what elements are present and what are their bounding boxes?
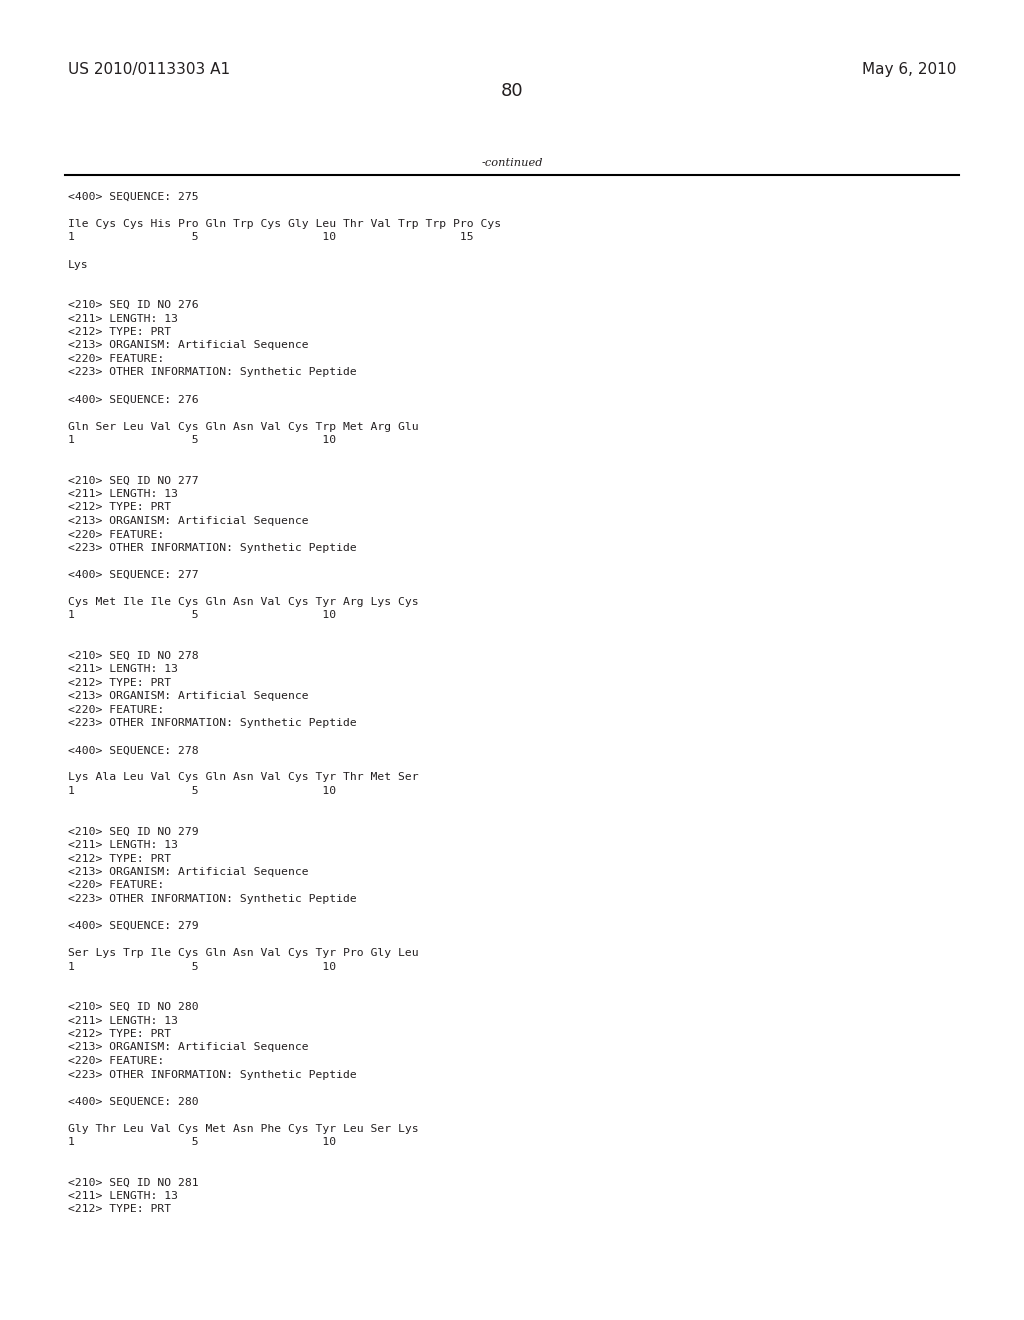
- Text: <212> TYPE: PRT: <212> TYPE: PRT: [68, 1030, 171, 1039]
- Text: <211> LENGTH: 13: <211> LENGTH: 13: [68, 488, 178, 499]
- Text: <213> ORGANISM: Artificial Sequence: <213> ORGANISM: Artificial Sequence: [68, 867, 308, 876]
- Text: 1                 5                  10: 1 5 10: [68, 610, 336, 620]
- Text: <213> ORGANISM: Artificial Sequence: <213> ORGANISM: Artificial Sequence: [68, 516, 308, 525]
- Text: Ser Lys Trp Ile Cys Gln Asn Val Cys Tyr Pro Gly Leu: Ser Lys Trp Ile Cys Gln Asn Val Cys Tyr …: [68, 948, 419, 958]
- Text: <212> TYPE: PRT: <212> TYPE: PRT: [68, 503, 171, 512]
- Text: <210> SEQ ID NO 277: <210> SEQ ID NO 277: [68, 475, 199, 486]
- Text: <210> SEQ ID NO 280: <210> SEQ ID NO 280: [68, 1002, 199, 1012]
- Text: <210> SEQ ID NO 281: <210> SEQ ID NO 281: [68, 1177, 199, 1188]
- Text: <211> LENGTH: 13: <211> LENGTH: 13: [68, 1191, 178, 1201]
- Text: -continued: -continued: [481, 158, 543, 168]
- Text: <400> SEQUENCE: 278: <400> SEQUENCE: 278: [68, 746, 199, 755]
- Text: US 2010/0113303 A1: US 2010/0113303 A1: [68, 62, 230, 77]
- Text: <210> SEQ ID NO 279: <210> SEQ ID NO 279: [68, 826, 199, 837]
- Text: <213> ORGANISM: Artificial Sequence: <213> ORGANISM: Artificial Sequence: [68, 341, 308, 351]
- Text: <212> TYPE: PRT: <212> TYPE: PRT: [68, 854, 171, 863]
- Text: 1                 5                  10: 1 5 10: [68, 785, 336, 796]
- Text: <400> SEQUENCE: 280: <400> SEQUENCE: 280: [68, 1097, 199, 1106]
- Text: Ile Cys Cys His Pro Gln Trp Cys Gly Leu Thr Val Trp Trp Pro Cys: Ile Cys Cys His Pro Gln Trp Cys Gly Leu …: [68, 219, 501, 228]
- Text: Gln Ser Leu Val Cys Gln Asn Val Cys Trp Met Arg Glu: Gln Ser Leu Val Cys Gln Asn Val Cys Trp …: [68, 421, 419, 432]
- Text: <220> FEATURE:: <220> FEATURE:: [68, 354, 164, 364]
- Text: 1                 5                  10: 1 5 10: [68, 1137, 336, 1147]
- Text: <223> OTHER INFORMATION: Synthetic Peptide: <223> OTHER INFORMATION: Synthetic Pepti…: [68, 718, 356, 729]
- Text: <223> OTHER INFORMATION: Synthetic Peptide: <223> OTHER INFORMATION: Synthetic Pepti…: [68, 1069, 356, 1080]
- Text: <212> TYPE: PRT: <212> TYPE: PRT: [68, 678, 171, 688]
- Text: 1                 5                  10: 1 5 10: [68, 961, 336, 972]
- Text: Lys Ala Leu Val Cys Gln Asn Val Cys Tyr Thr Met Ser: Lys Ala Leu Val Cys Gln Asn Val Cys Tyr …: [68, 772, 419, 783]
- Text: 1                 5                  10                  15: 1 5 10 15: [68, 232, 474, 243]
- Text: Cys Met Ile Ile Cys Gln Asn Val Cys Tyr Arg Lys Cys: Cys Met Ile Ile Cys Gln Asn Val Cys Tyr …: [68, 597, 419, 607]
- Text: <212> TYPE: PRT: <212> TYPE: PRT: [68, 327, 171, 337]
- Text: <211> LENGTH: 13: <211> LENGTH: 13: [68, 840, 178, 850]
- Text: <210> SEQ ID NO 276: <210> SEQ ID NO 276: [68, 300, 199, 310]
- Text: <220> FEATURE:: <220> FEATURE:: [68, 880, 164, 891]
- Text: <400> SEQUENCE: 275: <400> SEQUENCE: 275: [68, 191, 199, 202]
- Text: <220> FEATURE:: <220> FEATURE:: [68, 1056, 164, 1067]
- Text: 80: 80: [501, 82, 523, 100]
- Text: <211> LENGTH: 13: <211> LENGTH: 13: [68, 1015, 178, 1026]
- Text: <213> ORGANISM: Artificial Sequence: <213> ORGANISM: Artificial Sequence: [68, 692, 308, 701]
- Text: <212> TYPE: PRT: <212> TYPE: PRT: [68, 1204, 171, 1214]
- Text: May 6, 2010: May 6, 2010: [861, 62, 956, 77]
- Text: <220> FEATURE:: <220> FEATURE:: [68, 705, 164, 715]
- Text: <213> ORGANISM: Artificial Sequence: <213> ORGANISM: Artificial Sequence: [68, 1043, 308, 1052]
- Text: <211> LENGTH: 13: <211> LENGTH: 13: [68, 314, 178, 323]
- Text: Gly Thr Leu Val Cys Met Asn Phe Cys Tyr Leu Ser Lys: Gly Thr Leu Val Cys Met Asn Phe Cys Tyr …: [68, 1123, 419, 1134]
- Text: <211> LENGTH: 13: <211> LENGTH: 13: [68, 664, 178, 675]
- Text: <223> OTHER INFORMATION: Synthetic Peptide: <223> OTHER INFORMATION: Synthetic Pepti…: [68, 543, 356, 553]
- Text: 1                 5                  10: 1 5 10: [68, 436, 336, 445]
- Text: <400> SEQUENCE: 277: <400> SEQUENCE: 277: [68, 570, 199, 579]
- Text: <220> FEATURE:: <220> FEATURE:: [68, 529, 164, 540]
- Text: <223> OTHER INFORMATION: Synthetic Peptide: <223> OTHER INFORMATION: Synthetic Pepti…: [68, 894, 356, 904]
- Text: Lys: Lys: [68, 260, 89, 269]
- Text: <223> OTHER INFORMATION: Synthetic Peptide: <223> OTHER INFORMATION: Synthetic Pepti…: [68, 367, 356, 378]
- Text: <400> SEQUENCE: 279: <400> SEQUENCE: 279: [68, 921, 199, 931]
- Text: <210> SEQ ID NO 278: <210> SEQ ID NO 278: [68, 651, 199, 661]
- Text: <400> SEQUENCE: 276: <400> SEQUENCE: 276: [68, 395, 199, 404]
